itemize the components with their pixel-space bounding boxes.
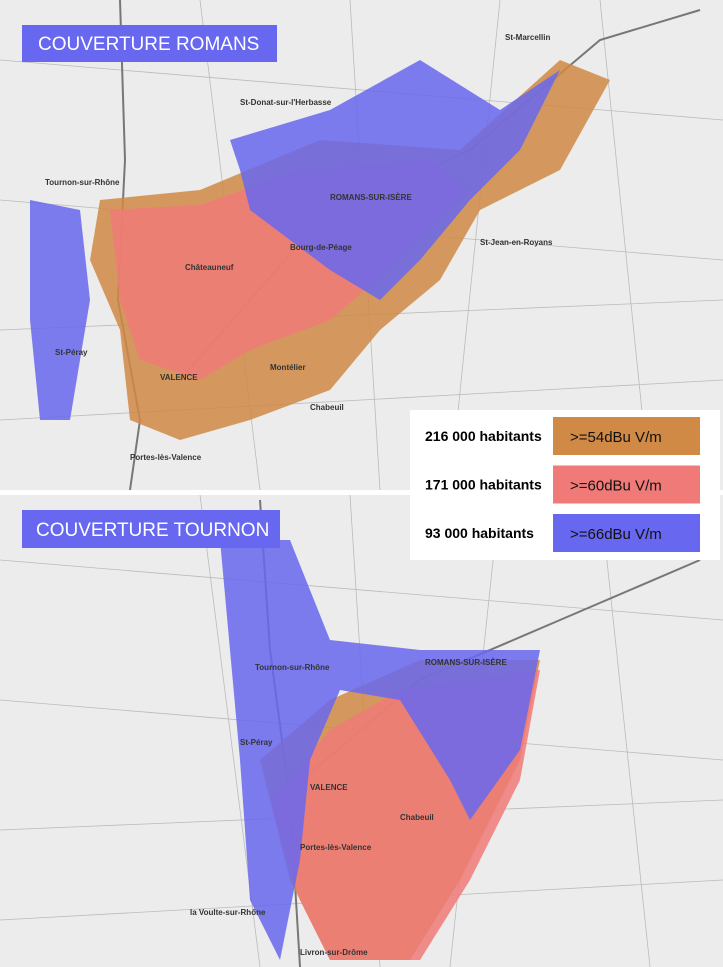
legend-population: 171 000 habitants <box>425 477 542 493</box>
legend-population: 93 000 habitants <box>425 525 534 541</box>
place-labels: St-Marcellin ROMANS-SUR-ISÈRE Tournon-sur-… <box>45 33 553 957</box>
place-label: St-Jean-en-Royans <box>480 238 553 247</box>
title-box <box>22 510 280 548</box>
legend-swatch <box>553 417 700 455</box>
coverage <box>30 60 610 960</box>
place-label: Bourg-de-Péage <box>290 243 352 252</box>
title-box <box>22 25 277 62</box>
legend-level: >=60dBu V/m <box>570 478 662 495</box>
place-label: ROMANS-SUR-ISÈRE <box>330 193 412 202</box>
place-label: Châteauneuf <box>185 263 234 272</box>
place-label: VALENCE <box>310 783 348 792</box>
place-label: St-Donat-sur-l'Herbasse <box>240 98 332 107</box>
place-label: Chabeuil <box>310 403 344 412</box>
legend-rows: 216 000 habitants >=54dBu V/m 171 000 habi… <box>425 417 700 552</box>
place-label: Tournon-sur-Rhône <box>255 663 330 672</box>
place-label: Portes-lès-Valence <box>130 453 202 462</box>
legend-level: >=66dBu V/m <box>570 526 662 543</box>
place-label: Tournon-sur-Rhône <box>45 178 120 187</box>
place-label: St-Péray <box>55 348 88 357</box>
place-label: St-Péray <box>240 738 273 747</box>
legend-swatch <box>553 465 700 504</box>
panel-title: COUVERTURE ROMANS <box>38 34 259 55</box>
place-label: la Voulte-sur-Rhône <box>190 908 266 917</box>
place-label: Livron-sur-Drôme <box>300 948 368 957</box>
place-label: Portes-lès-Valence <box>300 843 372 852</box>
legend-level: >=54dBu V/m <box>570 429 662 446</box>
place-label: Chabeuil <box>400 813 434 822</box>
place-label: Montélier <box>270 363 306 372</box>
place-label: ROMANS-SUR-ISÈRE <box>425 658 507 667</box>
place-label: St-Marcellin <box>505 33 550 42</box>
panel-title: COUVERTURE TOURNON <box>36 520 269 541</box>
place-label: VALENCE <box>160 373 198 382</box>
legend-population: 216 000 habitants <box>425 428 542 444</box>
legend-swatch <box>553 514 700 552</box>
